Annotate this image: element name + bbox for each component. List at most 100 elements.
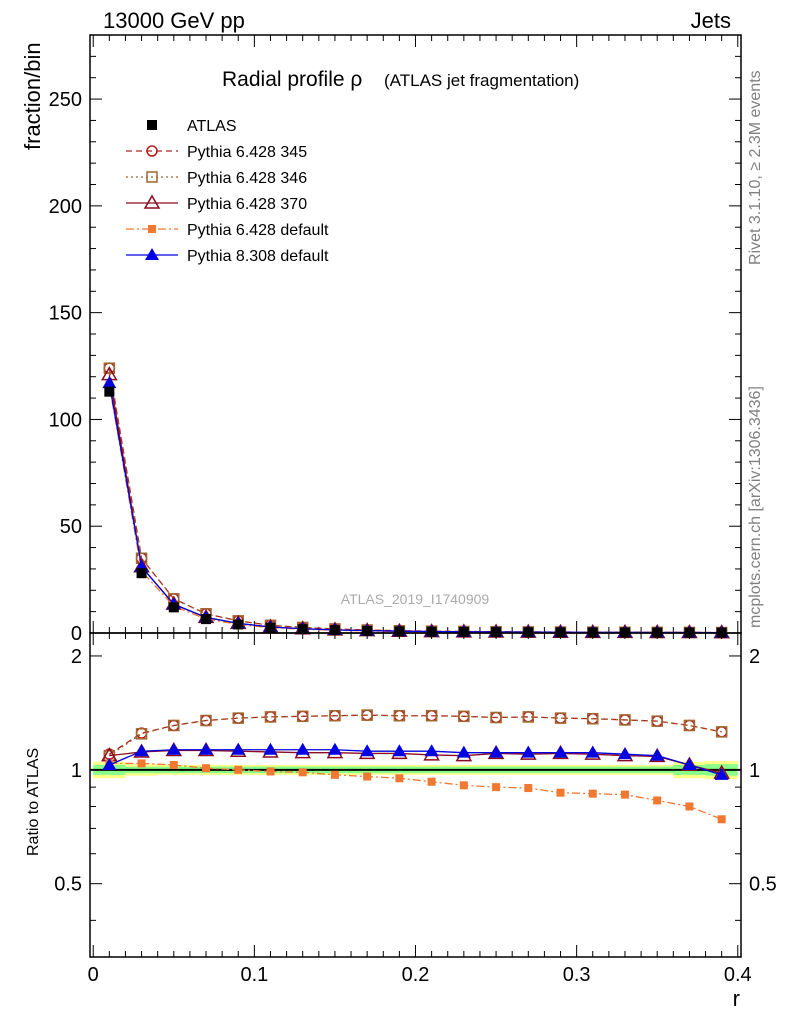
data-point: [523, 627, 534, 638]
ratio-point: [264, 711, 277, 723]
legend-item: Pythia 6.428 346: [126, 170, 307, 187]
data-point: [362, 625, 373, 636]
ratio-point: [651, 715, 663, 727]
legend-label: Pythia 6.428 370: [187, 196, 307, 213]
ratio-point: [553, 745, 568, 758]
chart-subtitle: (ATLAS jet fragmentation): [384, 71, 579, 90]
ratio-point: [585, 745, 600, 758]
ratio-point: [266, 767, 275, 776]
legend-label: Pythia 6.428 default: [187, 222, 329, 239]
legend-item: Pythia 6.428 345: [126, 144, 307, 161]
legend: ATLAS Pythia 6.428 345 Pythia 6.428 346 Pyt…: [126, 118, 329, 265]
x-tick-label: 0.3: [563, 964, 591, 986]
ratio-line: [109, 749, 722, 774]
ratio-line: [109, 749, 722, 776]
ratio-point: [715, 726, 728, 738]
data-point: [491, 627, 502, 638]
legend-label: Pythia 8.308 default: [187, 248, 329, 265]
ratio-point: [524, 784, 533, 793]
legend-label: Pythia 6.428 346: [187, 170, 307, 187]
ratio-point: [717, 815, 726, 824]
ratio-line: [108, 714, 722, 755]
ratio-point: [490, 711, 502, 724]
data-point: [329, 625, 340, 636]
data-point: [103, 362, 116, 374]
mcplots-label: mcplots.cern.ch [arXiv:1306.3436]: [747, 386, 764, 628]
data-point: [265, 622, 276, 633]
ratio-point: [425, 709, 438, 722]
ratio-point: [617, 747, 632, 760]
ratio-point: [296, 710, 309, 723]
ratio-point: [234, 765, 243, 774]
ratio-point: [395, 774, 404, 783]
legend-marker: [148, 225, 156, 233]
chart-title: Radial profile ρ: [222, 68, 362, 91]
ratio-point: [169, 760, 178, 769]
ratio-series-5: [102, 742, 729, 780]
x-tick-label: 0.1: [240, 964, 268, 986]
ratio-point: [392, 744, 407, 757]
ratio-y-tick-label-right: 2: [749, 646, 760, 668]
legend-item: Pythia 8.308 default: [126, 248, 329, 265]
data-point: [104, 386, 115, 397]
ratio-point: [263, 742, 278, 755]
ratio-point: [137, 759, 146, 768]
ratio-point: [492, 783, 501, 792]
ratio-plot-frame: [89, 632, 742, 958]
ratio-point: [685, 802, 694, 811]
ratio-point: [200, 714, 212, 727]
ratio-point: [232, 712, 244, 724]
data-point: [426, 626, 437, 637]
ratio-y-tick-label-right: 0.5: [749, 874, 777, 896]
legend-label: Pythia 6.428 345: [187, 144, 307, 161]
legend-marker: [145, 248, 159, 260]
ratio-point: [459, 781, 468, 790]
legend-marker: [146, 171, 158, 183]
ratio-point: [620, 790, 629, 799]
y-tick-label: 250: [49, 89, 82, 111]
legend-label: ATLAS: [187, 118, 237, 135]
ratio-point: [363, 772, 372, 781]
energy-label: 13000 GeV pp: [103, 8, 245, 33]
y-axis-label: fraction/bin: [20, 42, 45, 150]
ratio-point: [199, 742, 214, 755]
ratio-point: [166, 742, 181, 755]
ratio-point: [458, 710, 470, 723]
ratio-point: [424, 744, 439, 757]
ratio-point: [427, 777, 436, 786]
ratio-point: [135, 728, 148, 740]
ratio-point: [456, 745, 471, 758]
data-point: [233, 619, 244, 630]
ratio-point: [554, 712, 567, 724]
ratio-y-tick-label: 2: [71, 646, 82, 668]
ratio-point: [587, 712, 599, 725]
ratio-point: [298, 768, 307, 777]
ratio-y-tick-label: 0.5: [54, 874, 82, 896]
ratio-point: [330, 770, 339, 779]
ratio-point: [295, 742, 310, 755]
ratio-point: [168, 719, 180, 732]
legend-item: Pythia 6.428 370: [126, 194, 307, 213]
y-tick-label: 50: [60, 516, 82, 538]
ratio-point: [522, 711, 535, 723]
ratio-point: [361, 709, 373, 721]
ratio-point: [683, 719, 696, 732]
ratio-point: [327, 742, 342, 755]
y-tick-label: 0: [71, 623, 82, 645]
legend-marker: [143, 194, 161, 209]
x-tick-label: 0.4: [724, 964, 752, 986]
ratio-series-2: [103, 709, 728, 762]
ratio-point: [134, 744, 149, 757]
ratio-point: [588, 789, 597, 798]
ratio-point: [521, 745, 536, 758]
ratio-point: [556, 788, 565, 797]
x-tick-label: 0: [88, 964, 99, 986]
data-point: [168, 602, 179, 613]
legend-item: ATLAS: [147, 118, 237, 135]
ratio-point: [360, 744, 375, 757]
ratio-point: [102, 757, 117, 770]
ratio-plot: 0 0.1 0.2 0.3 0.4 0.5 0.5 1 1 2 2: [54, 632, 777, 986]
ratio-point: [489, 745, 504, 758]
data-point: [102, 376, 117, 389]
